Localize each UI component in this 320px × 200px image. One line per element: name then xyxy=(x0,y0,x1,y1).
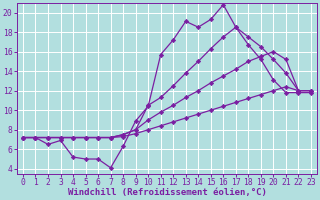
X-axis label: Windchill (Refroidissement éolien,°C): Windchill (Refroidissement éolien,°C) xyxy=(68,188,266,197)
